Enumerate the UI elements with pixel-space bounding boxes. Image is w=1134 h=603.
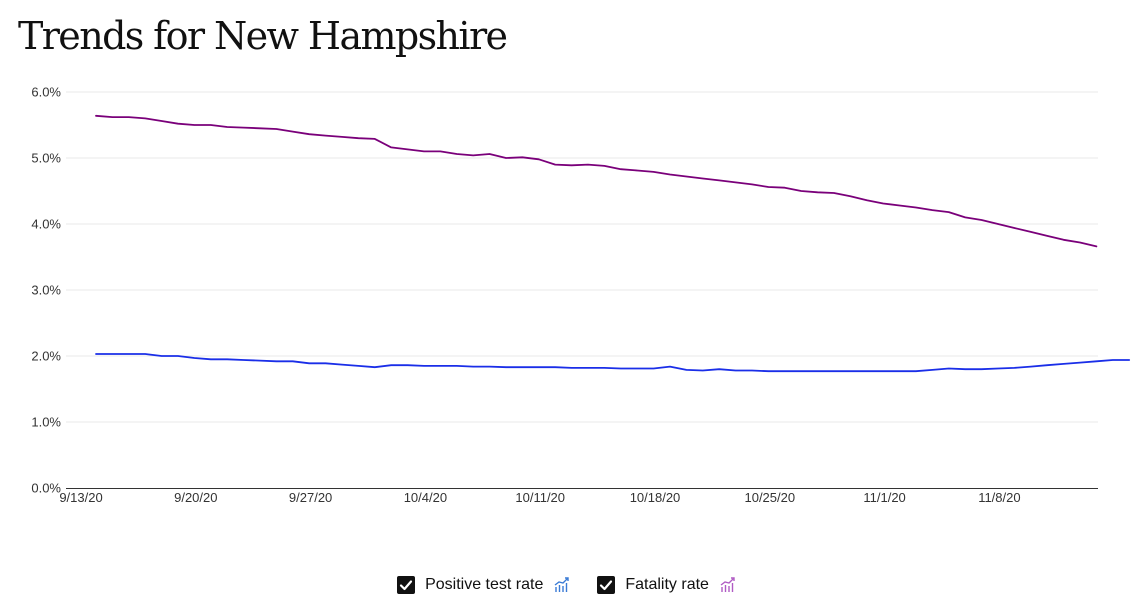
series-lines [95, 114, 1131, 373]
y-axis: 0.0% 1.0% 2.0% 3.0% 4.0% 5.0% 6.0% [31, 85, 61, 496]
x-tick-label: 11/1/20 [863, 490, 905, 505]
check-icon [399, 580, 413, 591]
line-chart: 0.0% 1.0% 2.0% 3.0% 4.0% 5.0% 6.0% 9/13/20 9/20… [31, 85, 1131, 505]
chart-trend-icon [554, 577, 570, 592]
check-icon [600, 580, 613, 591]
grid-lines [66, 91, 1098, 423]
x-tick-label: 10/18/20 [630, 490, 681, 505]
positive-test-rate-line [95, 353, 1131, 373]
x-tick-label: 10/11/20 [515, 490, 565, 505]
chart-legend: Positive test rate Fatality rate [0, 576, 1134, 594]
x-axis: 9/13/20 9/20/20 9/27/20 10/4/20 10/11/20 10/1… [59, 488, 1098, 505]
x-tick-label: 10/4/20 [404, 490, 447, 505]
y-tick-label: 2.0% [31, 349, 61, 364]
legend-item-positive-test-rate[interactable]: Positive test rate [397, 576, 571, 594]
y-tick-label: 0.0% [31, 481, 61, 496]
positive-test-rate-checkbox[interactable] [397, 576, 416, 594]
x-tick-label: 9/27/20 [289, 490, 332, 505]
legend-item-fatality-rate[interactable]: Fatality rate [597, 576, 737, 594]
page-title: Trends for New Hampshire [18, 14, 508, 58]
y-tick-label: 4.0% [31, 217, 61, 232]
chart-trend-icon [720, 577, 735, 592]
fatality-rate-line [95, 114, 1098, 248]
y-tick-label: 3.0% [31, 283, 61, 298]
fatality-rate-checkbox[interactable] [597, 576, 616, 594]
x-tick-label: 10/25/20 [744, 490, 795, 505]
legend-label: Fatality rate [625, 576, 709, 593]
x-tick-label: 9/13/20 [59, 490, 102, 505]
x-tick-label: 9/20/20 [174, 490, 217, 505]
y-tick-label: 1.0% [31, 415, 61, 430]
legend-label: Positive test rate [425, 576, 544, 593]
y-tick-label: 6.0% [31, 85, 61, 100]
y-tick-label: 5.0% [31, 151, 61, 166]
x-tick-label: 11/8/20 [978, 490, 1020, 505]
